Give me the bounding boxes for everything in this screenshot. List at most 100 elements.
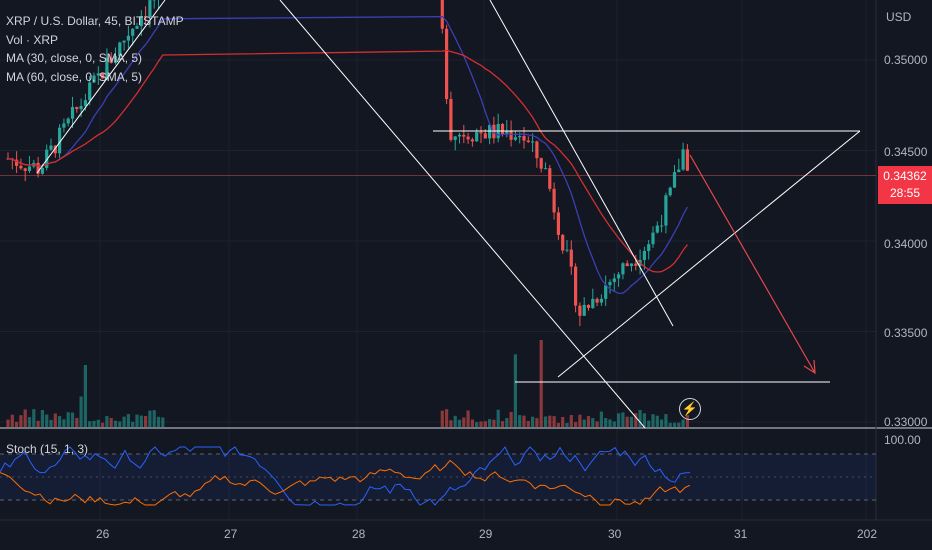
volume-bar (58, 416, 62, 427)
volume-bar (88, 421, 92, 427)
price-tick: 0.34500 (884, 145, 928, 159)
candle-body (36, 162, 40, 174)
volume-bar (522, 415, 526, 427)
volume-bar (27, 417, 32, 427)
candle-body (66, 118, 70, 124)
volume-bar (96, 419, 100, 427)
candle-body (101, 73, 105, 79)
stoch-k-line (0, 446, 691, 506)
volume-bar (62, 419, 66, 427)
symbol-title[interactable]: XRP / U.S. Dollar, 45, BITSTAMP (6, 14, 184, 28)
volume-bar (126, 414, 130, 427)
volume-bar (634, 413, 638, 427)
volume-bar (144, 416, 148, 427)
candle-body (19, 165, 23, 169)
time-tick: 30 (608, 527, 622, 541)
volume-bar (19, 415, 23, 427)
volume-bar (556, 422, 560, 427)
volume-bar (561, 416, 565, 427)
projection-arrowhead (803, 359, 816, 375)
volume-bar (651, 414, 655, 427)
bar-countdown: 28:55 (889, 186, 921, 200)
candle-body (83, 100, 87, 106)
candle-body (518, 136, 522, 138)
volume-bar (629, 416, 634, 427)
volume-bar (79, 396, 83, 427)
oscillator-axis-top: 100.00 (884, 433, 921, 447)
volume-bar (681, 419, 685, 427)
candle-body (629, 263, 634, 267)
volume-bar (509, 411, 513, 427)
volume-bar (488, 419, 492, 427)
volume-bar (672, 422, 677, 427)
volume-bar (10, 414, 14, 427)
volume-bar (617, 413, 621, 427)
volume-bar (148, 410, 152, 427)
volume-bar (66, 412, 70, 427)
candle-body (483, 133, 487, 139)
candle-body (599, 298, 603, 303)
candle-body (40, 168, 44, 174)
volume-bar (23, 409, 27, 427)
volume-bar (479, 421, 483, 427)
volume-bar (608, 419, 612, 427)
candle-body (539, 158, 543, 169)
volume-bar (32, 409, 36, 427)
volume-bar (625, 416, 629, 427)
volume-bar (642, 413, 646, 427)
volume-bar (440, 410, 444, 427)
volume-bar (118, 421, 122, 427)
projection-arrow (689, 154, 816, 374)
candle-body (608, 281, 612, 286)
candle-body (548, 168, 552, 189)
volume-bar (156, 416, 161, 427)
volume-bar (466, 410, 470, 427)
candle-body (681, 149, 685, 170)
price-tick: 0.35000 (884, 53, 928, 67)
volume-bar (552, 416, 556, 427)
volume-bar (135, 414, 139, 427)
candle-body (625, 263, 629, 267)
volume-bar (475, 422, 479, 427)
candle-body (79, 105, 83, 110)
candle-body (586, 304, 591, 308)
volume-bar (36, 420, 40, 427)
volume-bar (109, 418, 113, 427)
volume-bar (668, 422, 672, 427)
candle-body (27, 166, 32, 171)
candle-body (45, 149, 49, 169)
lightning-icon[interactable]: ⚡ (679, 398, 701, 420)
volume-bar (565, 422, 569, 427)
candle-body (131, 28, 135, 36)
volume-bar (83, 365, 87, 427)
candle-body (561, 234, 565, 251)
candle-body (621, 263, 625, 275)
candle-body (526, 140, 530, 143)
ma30-legend[interactable]: MA (30, close, 0, SMA, 5) (6, 51, 143, 65)
stoch-legend[interactable]: Stoch (15, 1, 3) (6, 442, 89, 456)
candle-body (109, 57, 113, 63)
candle-body (513, 137, 517, 140)
candle-body (582, 304, 586, 316)
volume-bar (139, 415, 143, 427)
candle-body (677, 169, 681, 173)
candle-body (70, 106, 75, 119)
candle-body (135, 26, 139, 29)
volume-bar (15, 421, 19, 427)
candle-body (591, 298, 595, 308)
price-tick: 0.33000 (884, 415, 928, 429)
volume-bar (122, 416, 126, 427)
candle-body (552, 188, 556, 213)
volume-bar (449, 420, 453, 427)
ma60-legend[interactable]: MA (60, close, 0, SMA, 5) (6, 69, 143, 84)
ma30-line (7, 15, 688, 295)
candle-body (440, 0, 444, 29)
candle-body (664, 195, 668, 226)
volume-legend[interactable]: Vol · XRP (6, 32, 59, 47)
current-price: 0.34362 (883, 169, 927, 183)
time-tick: 31 (734, 527, 748, 541)
candle-body (642, 250, 646, 260)
volume-bar (496, 409, 500, 427)
